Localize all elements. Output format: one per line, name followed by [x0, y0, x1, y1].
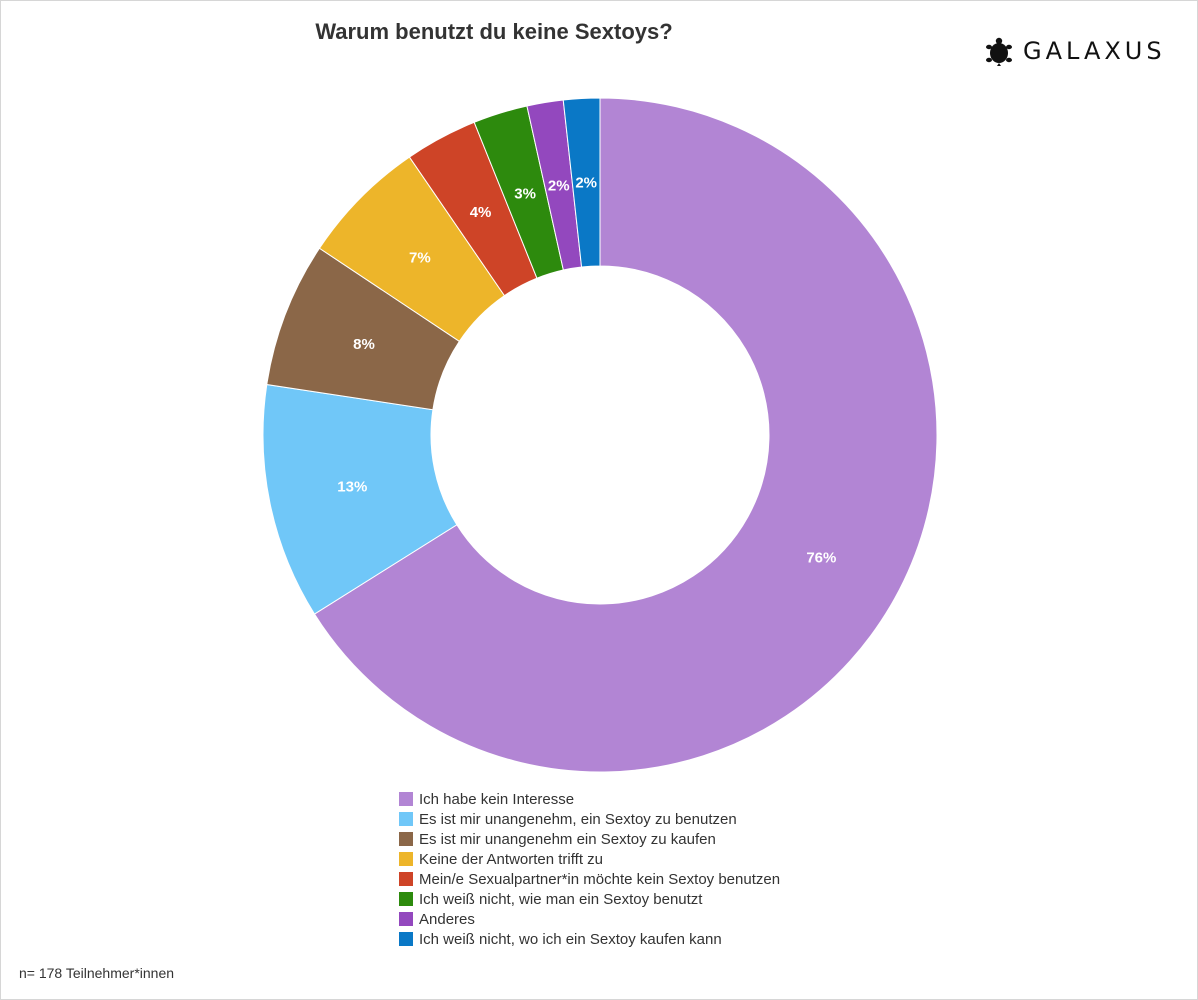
legend-swatch: [399, 832, 413, 846]
slice-data-label: 76%: [806, 549, 836, 566]
legend-swatch: [399, 872, 413, 886]
chart-legend: Ich habe kein Interesse Es ist mir unange…: [399, 789, 780, 949]
legend-item: Es ist mir unangenehm, ein Sextoy zu ben…: [399, 809, 780, 829]
brand-name: GALAXUS: [1023, 37, 1166, 65]
legend-item: Ich weiß nicht, wo ich ein Sextoy kaufen…: [399, 929, 780, 949]
legend-label: Mein/e Sexualpartner*in möchte kein Sext…: [419, 870, 781, 888]
legend-swatch: [399, 792, 413, 806]
slice-data-label: 7%: [409, 249, 431, 266]
chart-title: Warum benutzt du keine Sextoys?: [315, 19, 673, 44]
brand-logo: GALAXUS: [985, 35, 1166, 67]
slice-data-label: 3%: [514, 185, 536, 202]
donut-slice: [562, 97, 601, 268]
legend-label: Keine der Antworten trifft zu: [419, 850, 603, 868]
legend-swatch: [399, 812, 413, 826]
legend-swatch: [399, 912, 413, 926]
slice-data-label: 4%: [470, 204, 492, 221]
legend-item: Anderes: [399, 909, 780, 929]
legend-item: Ich habe kein Interesse: [399, 789, 780, 809]
sample-size-note: n= 178 Teilnehmer*innen: [19, 965, 175, 981]
slice-data-label: 2%: [548, 177, 570, 194]
legend-swatch: [399, 932, 413, 946]
slice-data-label: 8%: [353, 336, 375, 353]
legend-label: Ich weiß nicht, wo ich ein Sextoy kaufen…: [419, 930, 722, 948]
legend-swatch: [399, 892, 413, 906]
donut-slice: [313, 97, 938, 773]
legend-label: Es ist mir unangenehm, ein Sextoy zu ben…: [419, 810, 737, 828]
legend-item: Es ist mir unangenehm ein Sextoy zu kauf…: [399, 829, 780, 849]
legend-item: Ich weiß nicht, wie man ein Sextoy benut…: [399, 889, 780, 909]
legend-swatch: [399, 852, 413, 866]
slice-data-label: 2%: [575, 174, 597, 191]
legend-label: Es ist mir unangenehm ein Sextoy zu kauf…: [419, 830, 716, 848]
legend-label: Ich habe kein Interesse: [419, 790, 575, 808]
legend-item: Mein/e Sexualpartner*in möchte kein Sext…: [399, 869, 780, 889]
legend-label: Anderes: [419, 910, 475, 928]
slice-data-label: 13%: [337, 478, 367, 495]
legend-item: Keine der Antworten trifft zu: [399, 849, 780, 869]
legend-label: Ich weiß nicht, wie man ein Sextoy benut…: [419, 890, 703, 908]
turtle-icon: [986, 37, 1012, 66]
